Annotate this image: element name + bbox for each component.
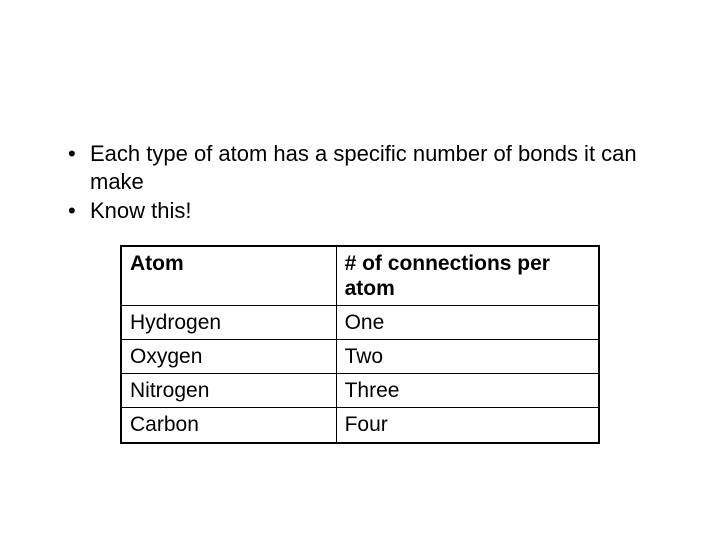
table-cell-connections: Four [336, 408, 599, 443]
table-cell-atom: Nitrogen [121, 374, 336, 408]
table-row: Carbon Four [121, 408, 599, 443]
table-cell-atom: Oxygen [121, 340, 336, 374]
table-cell-atom: Hydrogen [121, 305, 336, 339]
table-header-row: Atom # of connections per atom [121, 246, 599, 306]
atom-bond-table: Atom # of connections per atom Hydrogen … [120, 245, 600, 444]
table-row: Hydrogen One [121, 305, 599, 339]
bullet-item: Each type of atom has a specific number … [60, 140, 660, 195]
table-cell-connections: One [336, 305, 599, 339]
table-cell-atom: Carbon [121, 408, 336, 443]
table-header-atom: Atom [121, 246, 336, 306]
atom-bond-table-wrap: Atom # of connections per atom Hydrogen … [120, 245, 600, 444]
bullet-list: Each type of atom has a specific number … [0, 140, 720, 225]
table-cell-connections: Two [336, 340, 599, 374]
bullet-item: Know this! [60, 197, 660, 225]
table-cell-connections: Three [336, 374, 599, 408]
table-row: Oxygen Two [121, 340, 599, 374]
table-header-connections: # of connections per atom [336, 246, 599, 306]
slide: Each type of atom has a specific number … [0, 0, 720, 540]
table-row: Nitrogen Three [121, 374, 599, 408]
